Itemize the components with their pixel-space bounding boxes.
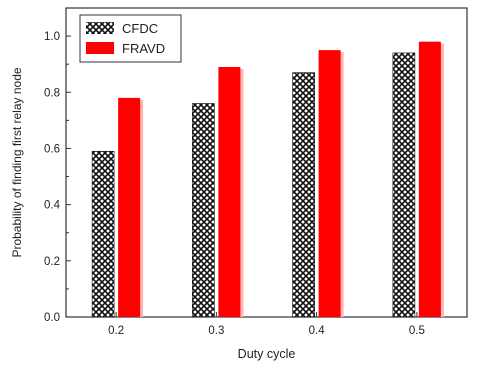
bar-fravd-0.5: [418, 41, 441, 317]
bar-fravd-0.3: [218, 66, 241, 317]
bar-cfdc-0.4: [292, 72, 315, 318]
y-tick-label: 0.6: [44, 143, 60, 155]
y-axis: 0.0 0.2 0.4 0.6 0.8 1.0: [44, 7, 71, 324]
bar-fravd-0.4: [318, 50, 341, 318]
y-tick-label: 0.0: [44, 312, 60, 324]
x-axis: 0.2 0.3 0.4 0.5: [108, 312, 425, 337]
legend-label-cfdc: CFDC: [122, 21, 158, 36]
x-axis-label: Duty cycle: [238, 347, 296, 361]
bars-group: [91, 41, 444, 318]
bar-cfdc-0.2: [91, 150, 115, 318]
legend-label-fravd: FRAVD: [122, 41, 165, 56]
legend: CFDC FRAVD: [79, 14, 182, 63]
legend-swatch-fravd: [86, 42, 114, 54]
plot-frame: [65, 7, 468, 318]
plot-area: [65, 7, 468, 318]
bar-cfdc-0.5: [392, 52, 416, 318]
bar-fravd-0.2: [118, 97, 141, 318]
y-axis-label: Probability of finding first relay node: [10, 67, 24, 257]
y-tick-label: 0.4: [44, 200, 61, 212]
y-tick-label: 1.0: [44, 31, 60, 43]
legend-swatch-cfdc: [86, 22, 114, 34]
x-tick-label: 0.4: [309, 325, 326, 337]
x-tick-label: 0.3: [208, 325, 224, 337]
y-tick-label: 0.8: [44, 87, 60, 99]
x-tick-label: 0.2: [108, 325, 124, 337]
y-tick-label: 0.2: [44, 256, 60, 268]
x-tick-label: 0.5: [409, 325, 425, 337]
bar-cfdc-0.3: [192, 103, 215, 318]
